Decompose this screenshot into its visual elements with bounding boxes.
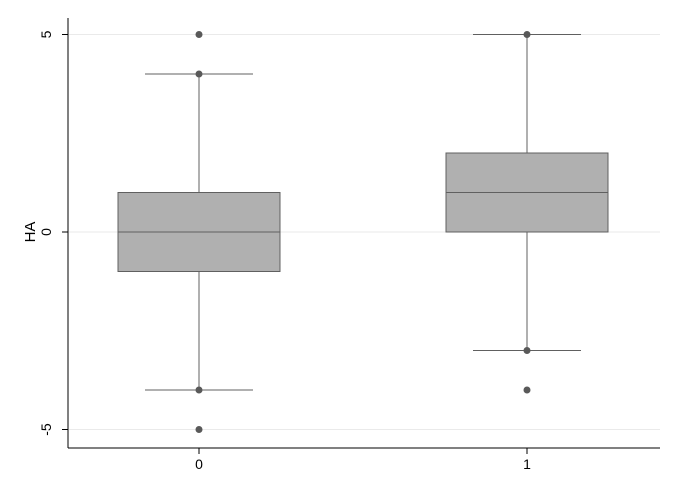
box-group-0 <box>117 31 281 433</box>
box-layer <box>117 31 609 433</box>
x-tick-label: 1 <box>523 456 531 472</box>
y-axis-title: HA <box>22 222 39 243</box>
y-tick-label: 5 <box>38 30 54 38</box>
y-tick-label: 0 <box>38 228 54 236</box>
whisker-end-marker <box>195 70 203 78</box>
whisker-end-marker <box>523 347 531 354</box>
whisker-end-marker <box>195 386 203 394</box>
axis-layer: -5 0 5 0 1 <box>38 18 660 472</box>
outlier-point <box>195 31 203 38</box>
outlier-point <box>195 426 203 433</box>
outlier-point <box>523 386 531 394</box>
y-tick-label: -5 <box>38 423 54 436</box>
box-group-1 <box>445 31 609 394</box>
whisker-end-marker <box>523 31 531 38</box>
x-tick-label: 0 <box>195 456 203 472</box>
